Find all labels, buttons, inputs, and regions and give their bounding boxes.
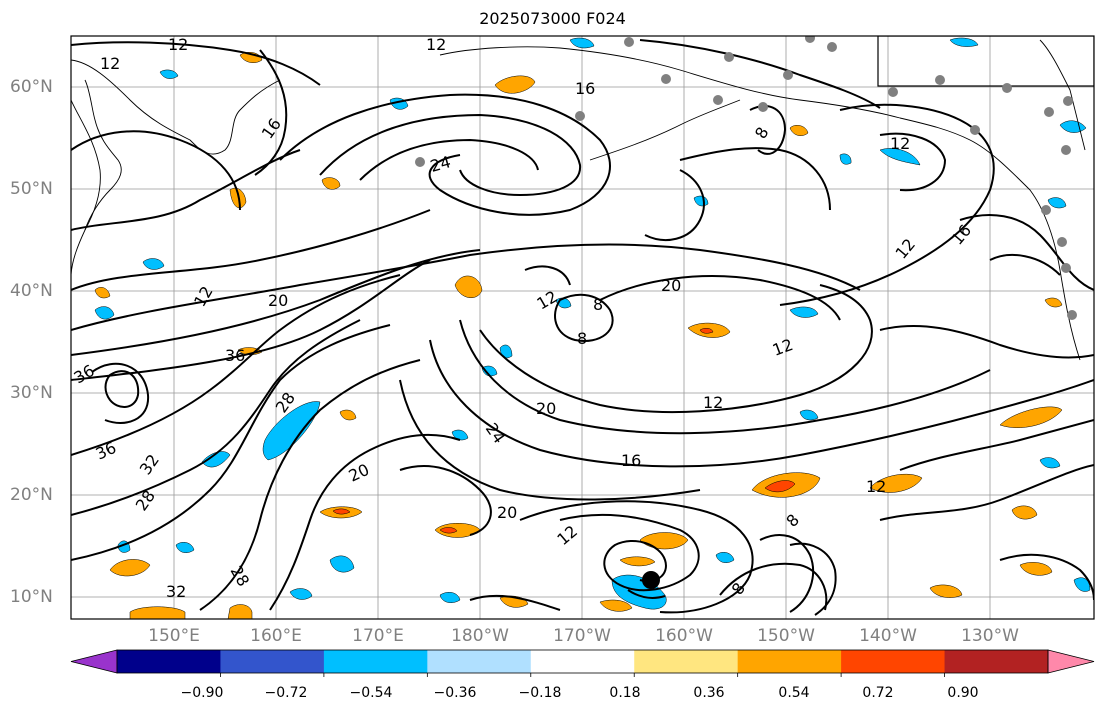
contour-label: 32 — [166, 582, 186, 601]
lon-label: 150°E — [148, 626, 200, 646]
colorbar-swatch — [944, 650, 1049, 673]
colorbar-tick-label: −0.18 — [518, 685, 562, 701]
contour-label: 12 — [890, 134, 910, 153]
negative-shading — [94, 37, 1091, 610]
lat-label: 40°N — [10, 281, 53, 301]
coastlines — [71, 39, 1086, 361]
colorbar-tick-label: −0.36 — [433, 685, 477, 701]
storm-center-marker — [642, 571, 660, 589]
contour-label: 20 — [536, 399, 556, 418]
lon-label: 180°W — [451, 626, 509, 646]
colorbar-tick-label: 0.90 — [947, 685, 979, 701]
colorbar-tick-label: 0.18 — [609, 685, 641, 701]
contour-label: 8 — [577, 329, 587, 348]
colorbar-swatch — [323, 650, 428, 673]
lat-label: 10°N — [10, 587, 53, 607]
lat-label: 20°N — [10, 485, 53, 505]
contour-label: 24 — [428, 152, 453, 176]
colorbar-swatch — [117, 650, 221, 673]
colorbar-swatch — [530, 650, 635, 673]
contour-label: 12 — [866, 477, 886, 496]
inset-box — [877, 36, 1094, 87]
lon-label: 160°W — [655, 626, 713, 646]
colorbar-tick-label: 0.36 — [693, 685, 725, 701]
contour-label: 36 — [225, 346, 245, 365]
contour-label: 12 — [703, 393, 723, 412]
lat-label: 60°N — [10, 77, 53, 97]
map-title: 2025073000 F024 — [479, 9, 626, 28]
lon-label: 170°W — [553, 626, 611, 646]
lon-label: 160°E — [250, 626, 302, 646]
contour-label: 20 — [497, 503, 517, 522]
lon-label: 140°W — [859, 626, 917, 646]
lon-label: 170°E — [352, 626, 404, 646]
colorbar-tick-label: 0.72 — [862, 685, 894, 701]
contour-label: 8 — [593, 295, 603, 314]
colorbar — [70, 649, 1095, 677]
contour-label: 12 — [168, 35, 188, 54]
colorbar-swatch — [841, 650, 946, 673]
colorbar-frame — [116, 649, 1049, 674]
colorbar-swatch — [634, 650, 739, 673]
contour-label: 16 — [575, 79, 595, 98]
contour-label: 12 — [100, 54, 120, 73]
lon-label: 150°W — [757, 626, 815, 646]
colorbar-tick-label: −0.72 — [264, 685, 308, 701]
colorbar-swatch — [427, 650, 532, 673]
colorbar-extend-low — [70, 649, 118, 674]
plot-frame — [70, 35, 1095, 620]
colorbar-tick-label: −0.54 — [349, 685, 393, 701]
contours — [71, 39, 1094, 616]
colorbar-swatch — [220, 650, 325, 673]
colorbar-tick-label: −0.90 — [180, 685, 224, 701]
contour-label: 20 — [268, 291, 288, 310]
colorbar-swatch — [737, 650, 842, 673]
lon-label: 130°W — [961, 626, 1019, 646]
contour-label: 20 — [661, 276, 681, 295]
station-markers — [415, 36, 1077, 320]
colorbar-extend-high — [1047, 649, 1095, 674]
storm-core-contour — [627, 589, 666, 599]
colorbar-tick-label: 0.54 — [778, 685, 810, 701]
contour-label: 16 — [621, 451, 641, 470]
lat-label: 50°N — [10, 179, 53, 199]
lat-label: 30°N — [10, 383, 53, 403]
contour-label: 12 — [426, 35, 446, 54]
positive-shading — [94, 52, 1063, 619]
plot-area — [71, 36, 1094, 619]
